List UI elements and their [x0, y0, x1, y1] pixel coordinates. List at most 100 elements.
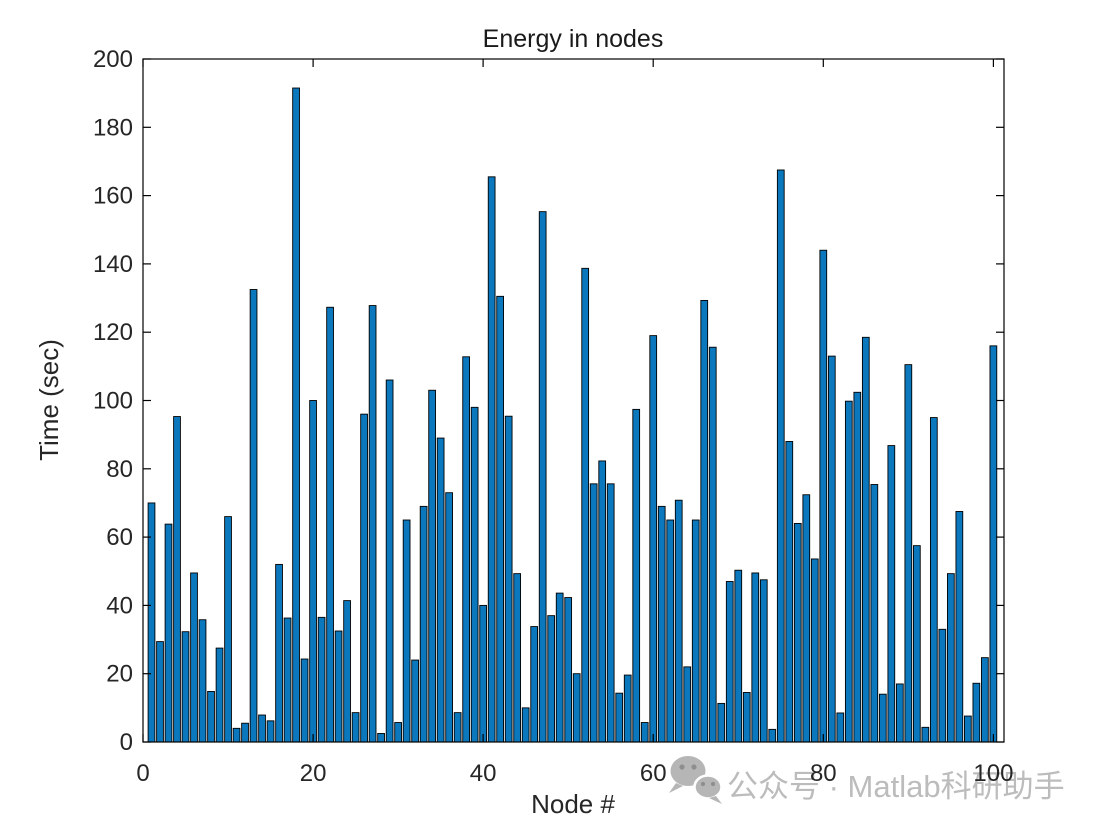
bar	[232, 727, 241, 743]
bar	[360, 413, 368, 743]
x-axis-label: Node #	[531, 789, 615, 819]
bar	[870, 484, 879, 743]
bar	[827, 355, 836, 743]
bar	[164, 523, 173, 743]
bar	[487, 176, 496, 743]
y-tick-label: 120	[93, 319, 133, 346]
bar	[947, 573, 955, 743]
bar	[300, 658, 309, 743]
bar	[981, 657, 989, 743]
bar	[878, 693, 887, 743]
bar	[470, 406, 479, 743]
bar	[496, 295, 505, 743]
bar	[156, 641, 164, 743]
bar	[785, 441, 794, 743]
wechat-icon	[669, 756, 723, 804]
bar	[640, 722, 649, 743]
bar	[964, 715, 972, 743]
y-tick-label: 100	[93, 388, 133, 415]
bar	[768, 728, 777, 743]
bar	[793, 522, 802, 743]
bar	[215, 647, 224, 743]
bar	[547, 615, 556, 743]
bar	[555, 592, 564, 743]
bar	[411, 659, 419, 743]
x-tick-label: 80	[810, 760, 837, 787]
bar	[742, 692, 751, 743]
bar	[708, 346, 717, 743]
bar	[275, 563, 283, 743]
bar	[657, 505, 666, 743]
bar	[836, 712, 845, 743]
bar	[717, 702, 726, 743]
y-tick-label: 0	[120, 729, 133, 756]
bar	[938, 628, 947, 743]
bar	[258, 714, 266, 743]
bar	[904, 364, 913, 743]
bar	[972, 682, 981, 743]
axis-ticks	[142, 58, 1004, 743]
bar	[895, 683, 904, 743]
x-tick-label: 100	[973, 760, 1013, 787]
chart-title: Energy in nodes	[483, 25, 664, 53]
bar	[887, 445, 896, 743]
bar	[819, 249, 828, 743]
x-tick-label: 0	[136, 760, 149, 787]
bar	[538, 211, 547, 743]
axis-tick-labels: 0 20 40 60 80 100 0 20 40 60 80 100 120 140 160 180 200	[93, 46, 1013, 787]
bar	[912, 545, 921, 743]
bar	[649, 335, 658, 743]
watermark-text: 公众号 · Matlab科研助手	[727, 769, 1065, 804]
bar	[521, 707, 530, 743]
bar	[776, 169, 785, 743]
bar	[598, 460, 607, 743]
bar	[419, 505, 428, 743]
bar	[844, 400, 853, 743]
bar	[428, 389, 436, 743]
y-tick-label: 80	[106, 456, 133, 483]
bar	[402, 519, 411, 743]
bars-group	[147, 87, 998, 743]
bar	[394, 722, 402, 743]
bar	[334, 630, 343, 743]
bar	[343, 600, 351, 743]
bar	[581, 267, 590, 743]
bar	[224, 516, 232, 743]
bar	[700, 299, 709, 743]
bar	[309, 400, 317, 743]
bar	[725, 581, 734, 743]
bar	[190, 572, 198, 743]
bar	[241, 722, 249, 743]
bar	[385, 379, 394, 743]
x-tick-label: 60	[640, 760, 667, 787]
bar	[802, 494, 811, 743]
bar	[623, 674, 632, 743]
bar	[249, 289, 258, 743]
bar	[861, 336, 870, 743]
bar	[759, 579, 768, 743]
y-tick-label: 160	[93, 183, 133, 210]
y-tick-label: 20	[106, 661, 133, 688]
bar	[207, 691, 215, 743]
bar	[479, 604, 488, 743]
bar	[326, 306, 334, 743]
bar	[955, 511, 964, 743]
y-tick-label: 140	[93, 251, 133, 278]
y-axis-label: Time (sec)	[34, 339, 64, 461]
bar	[292, 87, 300, 743]
bar	[564, 597, 573, 743]
y-tick-label: 40	[106, 592, 133, 619]
bar	[691, 519, 700, 743]
bar	[436, 437, 445, 743]
bar	[572, 673, 581, 743]
bar	[751, 572, 760, 743]
bar	[513, 573, 522, 743]
bar	[317, 616, 326, 743]
bar	[606, 483, 615, 743]
y-tick-label: 200	[93, 46, 133, 73]
bar	[530, 626, 539, 743]
bar	[368, 305, 377, 743]
y-tick-label: 60	[106, 524, 133, 551]
